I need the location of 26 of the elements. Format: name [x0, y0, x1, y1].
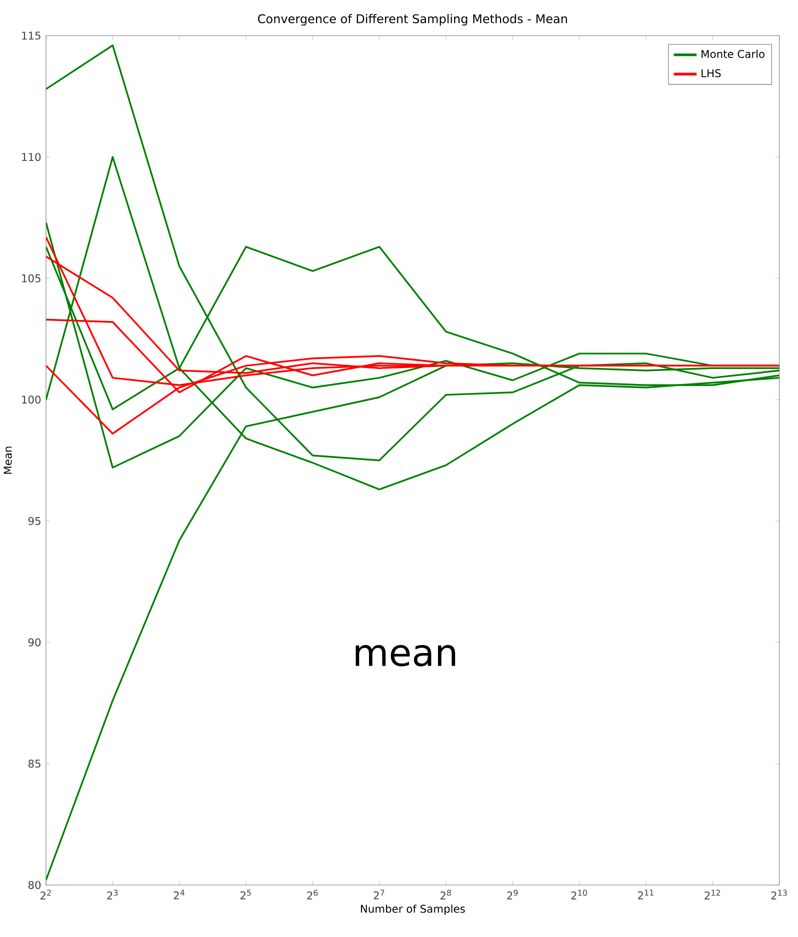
- y-tick-label: 85: [28, 760, 40, 768]
- y-tick-label: 115: [22, 32, 40, 40]
- y-tick-label: 80: [28, 880, 41, 890]
- y-tick-label: 90: [28, 638, 41, 646]
- chart-title: Convergence of Different Sampling Methods - Mean: [258, 14, 567, 26]
- legend-label: Monte Carlo: [702, 50, 764, 58]
- legend-label: LHS: [702, 69, 721, 78]
- y-tick-label: 105: [22, 274, 40, 282]
- x-tick-label: 2$^{12}$: [704, 890, 720, 900]
- x-tick-label: 2$^{7}$: [374, 890, 384, 900]
- y-tick-label: 95: [28, 516, 40, 526]
- x-tick-label: 2$^{4}$: [174, 890, 184, 900]
- x-axis-title: Number of Samples: [360, 904, 465, 915]
- x-tick-label: 2$^{10}$: [571, 890, 587, 900]
- x-tick-label: 2$^{13}$: [771, 890, 787, 900]
- x-tick-label: 2$^{11}$: [638, 890, 654, 900]
- x-tick-label: 2$^{3}$: [107, 890, 118, 900]
- y-tick-label: 100: [22, 396, 41, 404]
- y-tick-label: 110: [22, 152, 41, 162]
- y-axis-title: Mean: [4, 446, 12, 474]
- x-tick-label: 2$^{6}$: [307, 890, 318, 900]
- x-tick-label: 2$^{9}$: [507, 890, 518, 900]
- x-tick-label: 2$^{2}$: [40, 890, 51, 900]
- annotation: mean: [356, 644, 456, 666]
- x-tick-label: 2$^{8}$: [440, 890, 452, 900]
- x-tick-label: 2$^{5}$: [240, 890, 251, 900]
